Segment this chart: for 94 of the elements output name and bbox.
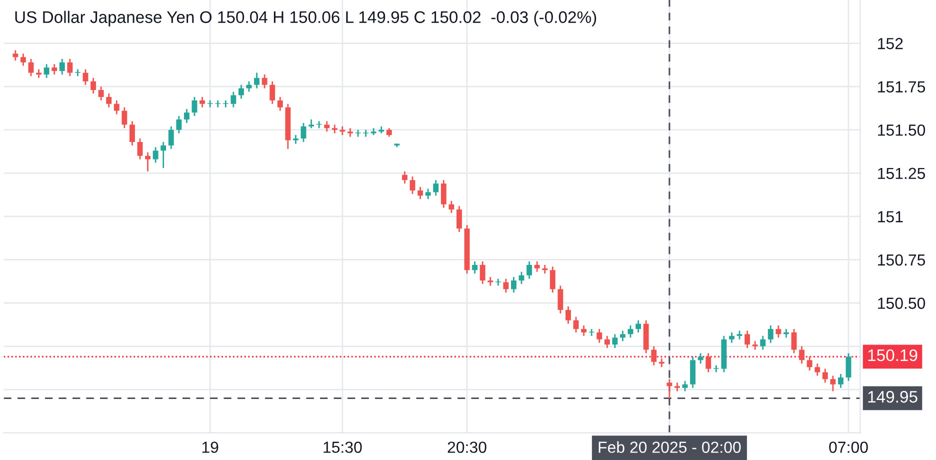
candlestick (744, 330, 750, 349)
y-tick-label: 150.50 (878, 298, 926, 309)
candlestick (246, 80, 252, 92)
candlestick (176, 115, 182, 134)
candlestick (760, 335, 766, 350)
candlestick (822, 368, 828, 384)
candlestick (682, 380, 688, 392)
ref-line-label: 149.95 (868, 390, 918, 403)
candlestick (200, 96, 206, 108)
candlestick (425, 188, 431, 200)
candlestick (90, 77, 96, 94)
text: US Dollar Japanese Yen O 150.04 H 150.06 L 149.95 C 150.02 -0.03 (-0.02%) (15, 10, 596, 26)
candlestick (160, 141, 166, 169)
y-tick-label: 151.25 (878, 168, 926, 180)
candlestick (472, 260, 478, 274)
candlestick (410, 176, 416, 195)
candlestick (846, 352, 852, 382)
candlestick (776, 324, 782, 338)
y-tick-label: 152 (878, 38, 903, 50)
candlestick (666, 378, 672, 399)
candlestick (215, 100, 221, 108)
candlestick (114, 100, 120, 115)
candlestick (480, 260, 486, 285)
candlestick (620, 330, 626, 342)
candlestick (433, 179, 439, 196)
candlestick (277, 96, 283, 112)
candlestick (192, 96, 198, 117)
candlestick (706, 352, 712, 373)
candlestick (44, 63, 50, 79)
candlestick (456, 205, 462, 233)
candlestick (20, 52, 26, 66)
candlestick (363, 129, 369, 138)
candlestick (791, 328, 797, 354)
candlestick (806, 356, 812, 372)
x-tick-label: 19 (202, 442, 218, 453)
candlestick (184, 108, 190, 124)
candlestick (98, 86, 104, 102)
candlestick (230, 91, 236, 108)
candlestick (168, 126, 174, 150)
candlestick (510, 276, 516, 294)
candlestick (728, 332, 734, 344)
candlestick (838, 373, 844, 389)
candlestick (238, 84, 244, 100)
candlestick (418, 186, 424, 200)
candlestick (651, 346, 657, 366)
candlestick (698, 352, 704, 364)
candlestick (145, 152, 151, 172)
candlestick (558, 284, 564, 314)
candlestick (82, 68, 88, 86)
candlestick (67, 58, 73, 77)
candlestick (526, 260, 532, 280)
x-tick-label: 20:30 (448, 442, 486, 453)
candlestick (402, 170, 408, 184)
candlestick (612, 333, 618, 349)
x-tick-label: Feb 20 2025 - 02:00 (598, 441, 741, 453)
candlestick (573, 316, 579, 334)
candlestick (262, 74, 268, 89)
candlestick (596, 328, 602, 344)
y-tick-label: 150.75 (878, 254, 926, 266)
candlestick (129, 120, 135, 146)
ref-line-label: 150.19 (868, 349, 918, 362)
candlestick (503, 278, 509, 294)
candlestick (581, 324, 587, 337)
candlestick (799, 346, 805, 364)
x-tick-label: 15:30 (324, 442, 362, 453)
candlestick (534, 260, 540, 273)
candlestick (152, 146, 158, 164)
candlestick (604, 335, 610, 349)
candlestick (324, 120, 330, 132)
candlestick (52, 63, 58, 76)
candlestick (565, 306, 571, 324)
candlestick (12, 50, 18, 62)
y-tick-label: 151.75 (878, 81, 926, 93)
candlestick (768, 324, 774, 344)
candlestick (713, 364, 719, 373)
candlestick (448, 200, 454, 214)
candlestick (270, 80, 276, 105)
candlestick (207, 100, 213, 108)
candlestick (222, 100, 228, 108)
candlestick (254, 72, 260, 89)
candlestick (550, 266, 556, 294)
candlestick (106, 92, 112, 108)
candlestick (588, 328, 594, 337)
candlestick (122, 106, 128, 129)
y-tick-label: 151.50 (878, 124, 926, 136)
x-tick-label: 07:00 (829, 442, 868, 453)
y-tick-label: 151 (878, 211, 903, 222)
candlestick (300, 122, 306, 143)
candlestick (440, 179, 446, 208)
candlestick (137, 138, 143, 160)
candlestick (636, 320, 642, 334)
candlestick (830, 375, 836, 392)
candlestick (59, 58, 65, 76)
candlestick (814, 362, 820, 376)
